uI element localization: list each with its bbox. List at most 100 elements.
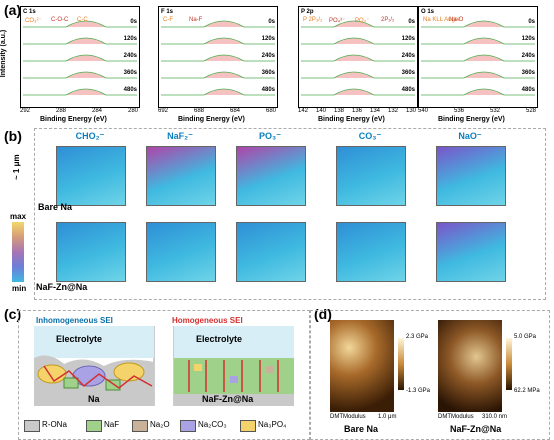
xps-panel: C 1s 0s 120s 240s 360s 480s CO₃²⁻ C-O-C C-C (20, 6, 140, 108)
xps-xtick: 280 (128, 108, 139, 114)
afm-right-bottom: 62.2 MPa (514, 388, 540, 394)
colorbar (12, 222, 24, 282)
xps-time-label: 480s (401, 87, 415, 93)
legend-swatch (240, 420, 256, 432)
xps-spectrum (23, 54, 137, 62)
xps-xtick: 284 (92, 108, 103, 114)
legend-label: NaF (104, 420, 120, 429)
xps-spectrum (301, 37, 415, 45)
xps-peak-label: 2P₁/₂ (381, 17, 395, 23)
xps-spectrum (161, 71, 275, 79)
legend-swatch (132, 420, 148, 432)
xps-spectrum (23, 88, 137, 96)
xps-peak-label: C-O-C (51, 17, 69, 23)
tof-cube (146, 222, 216, 282)
tof-row-label-bare: Bare Na (38, 202, 73, 212)
afm-left-colorbar (398, 338, 404, 390)
xps-spectrum (161, 88, 275, 96)
xps-xtick: 130 (406, 108, 417, 114)
sei-right-base: NaF-Zn@Na (202, 394, 254, 404)
tof-cube (236, 222, 306, 282)
legend-swatch (180, 420, 196, 432)
xps-panel: F 1s 0s 120s 240s 360s 480s C-F Na-F (158, 6, 278, 108)
xps-xlabel: Binding Energy (eV) (318, 116, 385, 123)
legend-label: R-ONa (42, 420, 67, 429)
xps-spectrum (421, 88, 535, 96)
xps-panel-title: P 2p (301, 9, 314, 15)
xps-spectra (421, 20, 535, 96)
xps-xtick: 138 (334, 108, 345, 114)
xps-peak-label: Na-F (189, 17, 203, 23)
xps-xtick: 134 (370, 108, 381, 114)
xps-time-label: 360s (123, 70, 137, 76)
tof-species-title: NaO⁻ (458, 131, 482, 141)
sei-left-title: Inhomogeneous SEI (36, 316, 113, 325)
xps-xlabel: Binding Energy (eV) (40, 116, 107, 123)
afm-left-bottom: -1.3 GPa (406, 388, 431, 394)
xps-spectrum (161, 54, 275, 62)
xps-time-label: 240s (401, 53, 415, 59)
xps-time-label: 360s (521, 70, 535, 76)
xps-panel-title: C 1s (23, 9, 36, 15)
xps-spectrum (301, 71, 415, 79)
scale-max: max (10, 212, 27, 221)
xps-time-label: 240s (521, 53, 535, 59)
xps-xtick: 688 (194, 108, 205, 114)
xps-panel: P 2p 0s 120s 240s 360s 480s P 2P₃/₂ PO₄³⁻ PO₃⁻ 2P… (298, 6, 418, 108)
tof-cube (336, 146, 406, 206)
xps-xtick: 684 (230, 108, 241, 114)
legend-label: Na₃PO₄ (258, 420, 287, 429)
xps-time-label: 120s (123, 36, 137, 42)
afm-left-image (330, 320, 394, 412)
xps-time-label: 480s (123, 87, 137, 93)
xps-time-label: 120s (401, 36, 415, 42)
xps-time-label: 0s (408, 19, 415, 25)
xps-xlabel: Binding Energy (eV) (178, 116, 245, 123)
tof-species-title: NaF₂⁻ (167, 131, 193, 141)
xps-spectrum (421, 71, 535, 79)
afm-left-mode: DMTModulus (330, 414, 366, 420)
afm-left-scale: 1.0 μm (378, 414, 397, 420)
tof-species-title: PO₃⁻ (259, 131, 281, 141)
scale-min: min (12, 284, 27, 293)
xps-xlabel: Binding Energy (eV) (438, 116, 505, 123)
xps-peak-label: CO₃²⁻ (25, 18, 42, 24)
tof-row-label-coated: NaF-Zn@Na (36, 282, 88, 292)
xps-peak-label: Na-O (449, 17, 464, 23)
xps-spectrum (161, 37, 275, 45)
tof-cube (436, 222, 506, 282)
tof-cube (146, 146, 216, 206)
panel-label-b: (b) (4, 128, 22, 144)
xps-xtick: 132 (388, 108, 399, 114)
xps-spectra (301, 20, 415, 96)
xps-spectrum (23, 20, 137, 28)
sei-right-electrolyte: Electrolyte (196, 334, 243, 344)
xps-time-label: 0s (528, 19, 535, 25)
xps-peak-label: P 2P₃/₂ (303, 17, 323, 23)
xps-time-label: 240s (123, 53, 137, 59)
legend-swatch (86, 420, 102, 432)
tof-frame (34, 128, 546, 300)
tof-cube (336, 222, 406, 282)
xps-xtick: 680 (266, 108, 277, 114)
xps-time-label: 120s (261, 36, 275, 42)
xps-time-label: 480s (521, 87, 535, 93)
afm-right-colorbar (506, 338, 512, 390)
panel-label-c: (c) (4, 306, 22, 322)
xps-xtick: 536 (454, 108, 465, 114)
legend-label: Na₂CO₃ (198, 420, 227, 429)
xps-peak-label: C-F (163, 17, 173, 23)
afm-left-label: Bare Na (344, 424, 379, 434)
xps-time-label: 360s (401, 70, 415, 76)
sei-schematic (34, 326, 294, 406)
xps-spectrum (161, 20, 275, 28)
xps-ylabel: Intensity (a.u.) (0, 29, 8, 78)
xps-spectrum (421, 54, 535, 62)
tof-species-title: CO₃⁻ (358, 131, 382, 141)
xps-spectrum (23, 71, 137, 79)
sei-left-base: Na (88, 394, 100, 404)
xps-time-label: 0s (268, 19, 275, 25)
xps-peak-label: PO₃⁻ (355, 18, 370, 24)
xps-spectrum (301, 88, 415, 96)
xps-peak-label: PO₄³⁻ (329, 18, 346, 24)
